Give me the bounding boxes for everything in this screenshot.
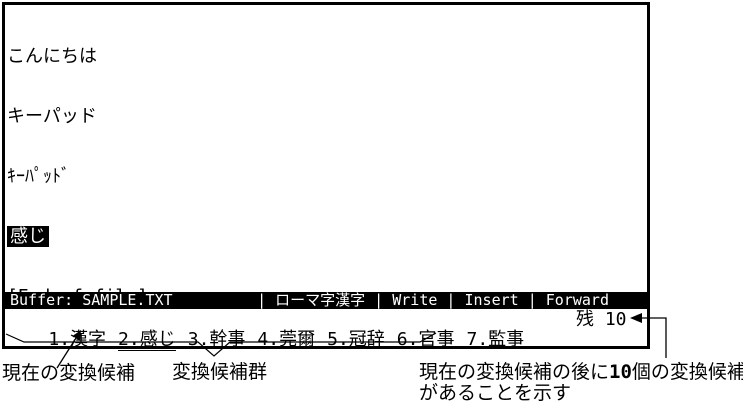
annotation-remaining-note: 現在の変換候補の後に10個の変換候補があることを示す: [419, 362, 743, 404]
editor-line: こんにちは: [7, 46, 97, 67]
editor-line: ｷｰﾊﾟｯﾄﾞ: [7, 166, 70, 187]
candidate-list: 1.漢字 2.感じ 3.幹事 4.莞爾 5.冠辞 6.官事 7.監事 残 10: [5, 309, 647, 351]
candidate-item[interactable]: 6.官事: [396, 329, 455, 350]
note-text: 現在の変換候補の後に: [419, 361, 610, 383]
selected-text: 感じ: [7, 226, 49, 247]
buffer-name: Buffer: SAMPLE.TXT: [10, 292, 173, 309]
candidate-item-current[interactable]: 2.感じ: [118, 329, 176, 351]
annotation-current-candidate: 現在の変換候補: [2, 362, 136, 384]
note-text: 個の変換候補: [631, 361, 743, 383]
note-text: があることを示す: [419, 382, 572, 404]
candidate-item[interactable]: 4.莞爾: [257, 329, 316, 350]
editor-window: こんにちは キーパッド ｷｰﾊﾟｯﾄﾞ 感じ [End of file] Buf…: [2, 2, 650, 351]
annotation-candidate-group: 変換候補群: [172, 361, 268, 383]
note-count: 10: [609, 361, 632, 383]
editor-line: 感じ: [7, 226, 645, 247]
mode-indicators: | ローマ字漢字 | Write | Insert | Forward: [257, 292, 609, 309]
candidate-item[interactable]: 5.冠辞: [327, 329, 385, 350]
editor-line: キーパッド: [7, 106, 97, 127]
status-bar: Buffer: SAMPLE.TXT | ローマ字漢字 | Write | In…: [5, 292, 647, 309]
remaining-count: 残 10: [576, 309, 627, 330]
candidate-item[interactable]: 7.監事: [466, 329, 525, 350]
candidate-item[interactable]: 3.幹事: [187, 329, 246, 350]
candidate-item[interactable]: 1.漢字: [48, 329, 107, 350]
